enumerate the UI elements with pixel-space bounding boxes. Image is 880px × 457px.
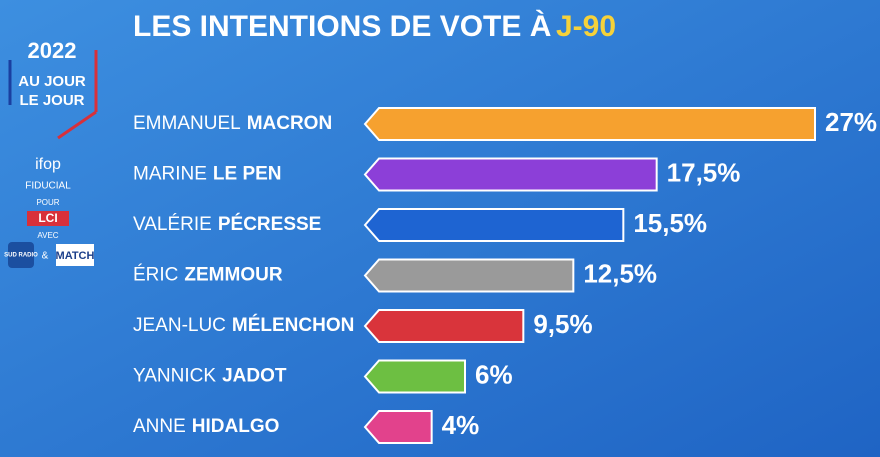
candidate-first-name: MARINE xyxy=(133,164,207,185)
candidate-last-name: PÉCRESSE xyxy=(218,213,321,235)
bar xyxy=(363,410,433,444)
chart-title-highlight: J-90 xyxy=(556,10,616,43)
radio: SUD RADIO xyxy=(4,253,38,259)
caption: AVEC xyxy=(37,231,58,240)
bar xyxy=(363,258,575,293)
chart-title: LES INTENTIONS DE VOTE À xyxy=(133,9,551,43)
magazine-logo xyxy=(56,244,94,266)
bar xyxy=(363,107,816,141)
candidate-first-name: JEAN-LUC xyxy=(133,315,226,336)
magazine: MATCH xyxy=(56,250,95,262)
bar xyxy=(363,359,466,394)
caption: POUR xyxy=(36,198,59,207)
candidate-first-name: EMMANUEL xyxy=(133,113,241,134)
pollster-sub: FIDUCIAL xyxy=(25,181,71,192)
candidate-first-name: VALÉRIE xyxy=(133,214,212,235)
show-name: AU JOUR xyxy=(18,73,86,90)
bar xyxy=(363,157,658,192)
value-label: 6% xyxy=(475,359,513,389)
channel: LCI xyxy=(38,211,57,225)
candidate-last-name: ZEMMOUR xyxy=(184,265,282,286)
value-label: 4% xyxy=(442,410,480,440)
candidate-last-name: JADOT xyxy=(222,366,287,387)
candidate-last-name: LE PEN xyxy=(213,164,282,185)
logo-stroke xyxy=(57,110,97,140)
candidate-last-name: MÉLENCHON xyxy=(232,314,354,336)
candidate-last-name: MACRON xyxy=(247,113,333,134)
value-label: 9,5% xyxy=(533,309,592,339)
caption: & xyxy=(42,251,49,262)
value-label: 27% xyxy=(825,107,877,137)
value-label: 15,5% xyxy=(633,208,707,238)
bar xyxy=(363,208,625,242)
branding: 2022 AU JOUR LE JOUR ifop FIDUCIAL POUR … xyxy=(4,38,98,268)
radio-logo xyxy=(8,242,34,268)
value-label: 12,5% xyxy=(583,258,657,288)
candidate-last-name: HIDALGO xyxy=(192,416,280,437)
channel-logo xyxy=(27,211,69,226)
show-name: LE JOUR xyxy=(19,92,84,109)
year: 2022 xyxy=(28,38,77,63)
candidate-first-name: YANNICK xyxy=(133,366,216,387)
candidate-first-name: ANNE xyxy=(133,416,186,437)
bar xyxy=(363,309,525,343)
candidate-first-name: ÉRIC xyxy=(133,265,178,286)
value-label: 17,5% xyxy=(667,157,741,187)
pollster: ifop xyxy=(35,156,61,173)
